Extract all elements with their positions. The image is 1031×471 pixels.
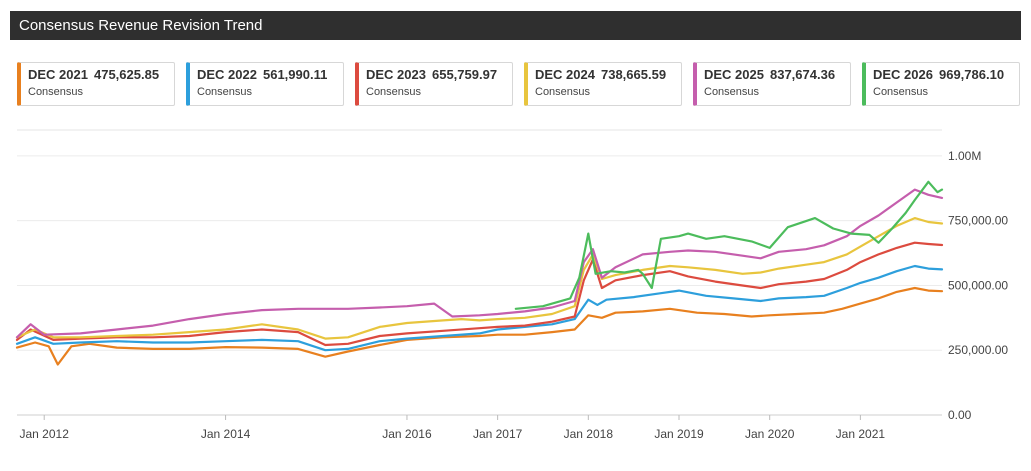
x-tick-label: Jan 2016 <box>382 427 432 441</box>
x-tick-label: Jan 2018 <box>564 427 614 441</box>
legend-item-dec-2025[interactable]: DEC 2025 837,674.36 Consensus <box>693 62 851 106</box>
legend-item-dec-2026[interactable]: DEC 2026 969,786.10 Consensus <box>862 62 1020 106</box>
series-line-dec-2025[interactable] <box>15 188 944 339</box>
legend-sub: Consensus <box>535 86 591 98</box>
x-tick-label: Jan 2017 <box>473 427 523 441</box>
legend-sub: Consensus <box>704 86 760 98</box>
legend-period: DEC 2022 <box>197 67 257 82</box>
legend-value: 561,990.11 <box>262 67 328 82</box>
y-tick-label: 250,000.00 <box>948 343 1008 357</box>
legend-item-dec-2023[interactable]: DEC 2023 655,759.97 Consensus <box>355 62 513 106</box>
legend-sub: Consensus <box>197 86 253 98</box>
legend-sub: Consensus <box>28 86 84 98</box>
series-line-dec-2021[interactable] <box>15 286 944 366</box>
y-tick-label: 1.00M <box>948 149 981 163</box>
legend-sub: Consensus <box>366 86 422 98</box>
legend-sub: Consensus <box>873 86 929 98</box>
legend: DEC 2021 475,625.85 Consensus DEC 2022 561… <box>17 62 1020 108</box>
y-tick-label: 750,000.00 <box>948 214 1008 228</box>
x-tick-label: Jan 2012 <box>20 427 70 441</box>
legend-item-dec-2021[interactable]: DEC 2021 475,625.85 Consensus <box>17 62 175 106</box>
series-line-dec-2023[interactable] <box>15 241 944 347</box>
x-tick-label: Jan 2019 <box>654 427 704 441</box>
legend-value: 738,665.59 <box>600 67 667 82</box>
legend-period: DEC 2023 <box>366 67 426 82</box>
legend-period: DEC 2026 <box>873 67 933 82</box>
series-line-dec-2022[interactable] <box>15 264 944 352</box>
chart-header: Consensus Revenue Revision Trend <box>10 11 1021 40</box>
legend-period: DEC 2025 <box>704 67 764 82</box>
axes: 0.00 250,000.00 500,000.00 750,000.00 1.00M J… <box>20 149 1009 441</box>
legend-period: DEC 2021 <box>28 67 88 82</box>
y-tick-label: 500,000.00 <box>948 278 1008 292</box>
legend-item-dec-2022[interactable]: DEC 2022 561,990.11 Consensus <box>186 62 344 106</box>
chart-title: Consensus Revenue Revision Trend <box>19 17 263 34</box>
legend-value: 837,674.36 <box>769 67 836 82</box>
x-tick-label: Jan 2020 <box>745 427 795 441</box>
legend-value: 655,759.97 <box>431 67 498 82</box>
legend-item-dec-2024[interactable]: DEC 2024 738,665.59 Consensus <box>524 62 682 106</box>
x-tick-label: Jan 2014 <box>201 427 251 441</box>
legend-period: DEC 2024 <box>535 67 595 82</box>
series-line-dec-2026[interactable] <box>514 180 944 310</box>
y-tick-label: 0.00 <box>948 408 972 422</box>
series-lines <box>15 180 944 366</box>
x-tick-label: Jan 2021 <box>836 427 886 441</box>
legend-value: 475,625.85 <box>93 67 160 82</box>
legend-value: 969,786.10 <box>938 67 1005 82</box>
grid-lines <box>17 129 942 416</box>
series-line-dec-2024[interactable] <box>15 217 944 340</box>
